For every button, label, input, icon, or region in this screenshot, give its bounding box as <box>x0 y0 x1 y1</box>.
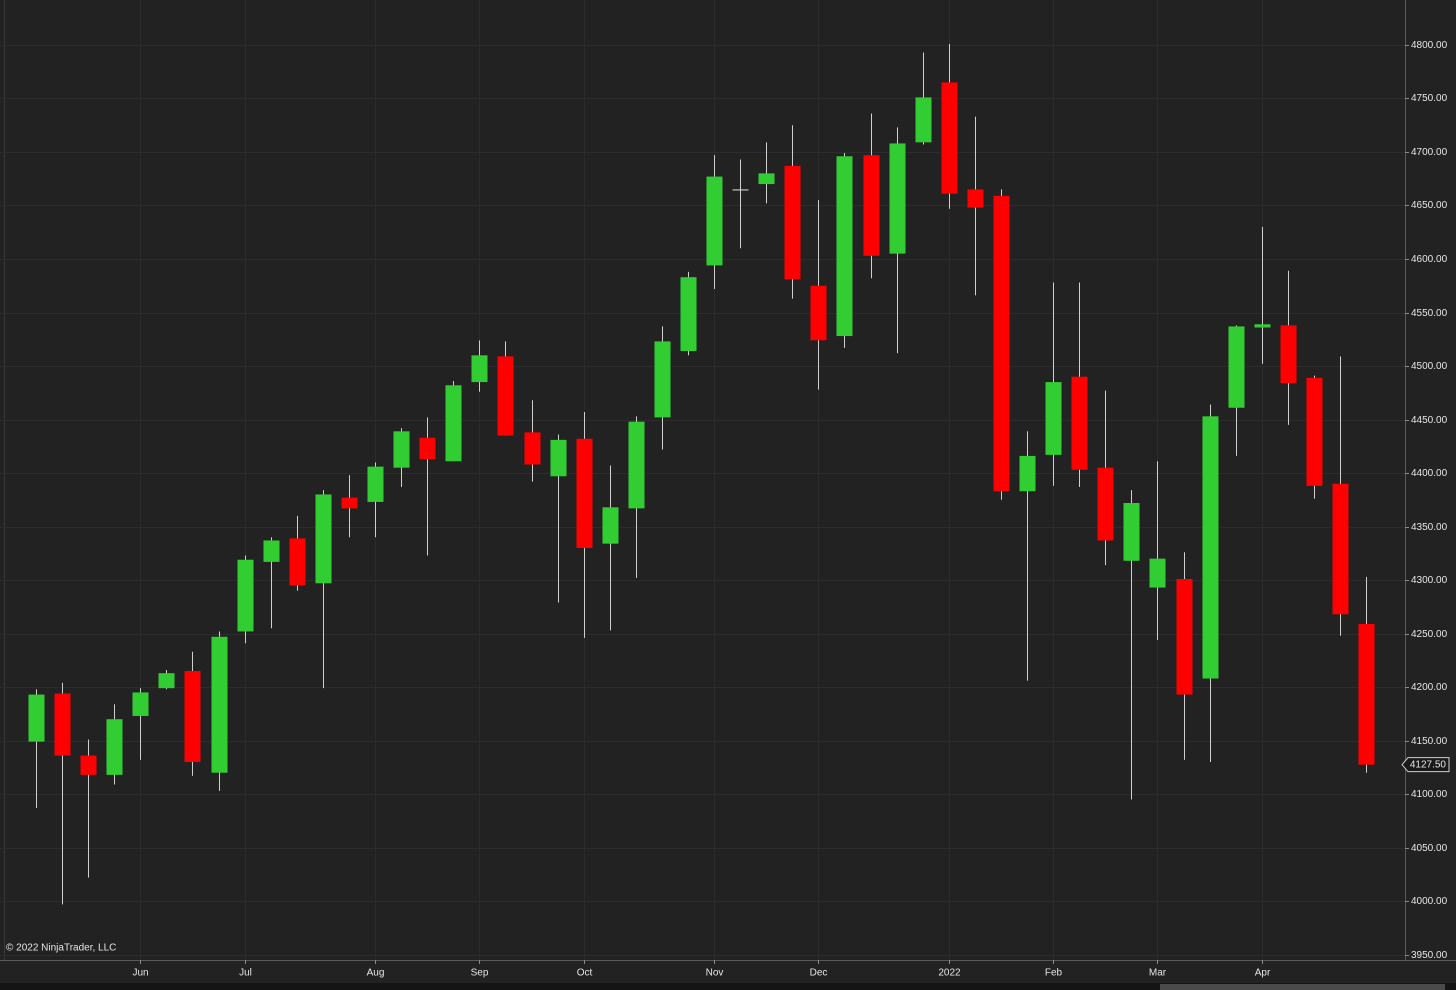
y-tick-label: 4000.00 <box>1411 896 1448 907</box>
candle-body <box>367 466 384 502</box>
x-tick-label: Nov <box>706 968 724 979</box>
y-tick-label: 4400.00 <box>1411 468 1448 479</box>
candle-body <box>1149 558 1166 588</box>
candle-body <box>732 189 749 191</box>
candle-body <box>836 156 853 337</box>
candle-body <box>341 497 358 509</box>
candle-body <box>237 559 254 632</box>
candle-body <box>784 165 801 280</box>
y-tick-label: 4500.00 <box>1411 361 1448 372</box>
candle-body <box>1332 483 1349 615</box>
candle-body <box>263 540 280 562</box>
x-tick-label: Jul <box>239 968 252 979</box>
x-tick-label: Apr <box>1255 968 1271 979</box>
candle-body <box>1358 623 1375 765</box>
candle-body <box>1228 326 1245 408</box>
candle-body <box>28 694 45 742</box>
candle-body <box>497 356 514 436</box>
x-tick-label: Sep <box>471 968 489 979</box>
candle-body <box>132 692 149 716</box>
candle-body <box>758 173 775 185</box>
candle-body <box>602 507 619 544</box>
last-price-marker <box>1401 757 1450 773</box>
candle-body <box>576 438 593 548</box>
candle-body <box>628 421 645 509</box>
y-tick-label: 4800.00 <box>1411 40 1448 51</box>
candle-body <box>393 431 410 468</box>
candle-body <box>524 432 541 465</box>
y-tick-label: 3950.00 <box>1411 950 1448 961</box>
y-tick-label: 4200.00 <box>1411 682 1448 693</box>
candle-body <box>967 189 984 208</box>
x-tick-label: Oct <box>577 968 593 979</box>
candle-body <box>211 636 228 773</box>
y-tick-label: 4100.00 <box>1411 789 1448 800</box>
candle-body <box>810 285 827 341</box>
candle-body <box>1071 376 1088 470</box>
candle-body <box>1123 503 1140 561</box>
candle-body <box>863 155 880 256</box>
candle-body <box>1019 455 1036 492</box>
x-tick-label: Feb <box>1045 968 1063 979</box>
candle-body <box>1202 416 1219 679</box>
y-tick-label: 4250.00 <box>1411 629 1448 640</box>
x-tick-label: Jun <box>132 968 148 979</box>
candle-body <box>419 437 436 460</box>
candle-body <box>654 341 671 418</box>
y-tick-label: 4650.00 <box>1411 200 1448 211</box>
candle-body <box>550 439 567 477</box>
candle-body <box>315 494 332 584</box>
y-tick-label: 4450.00 <box>1411 415 1448 426</box>
y-tick-label: 4600.00 <box>1411 254 1448 265</box>
y-tick-label: 4700.00 <box>1411 147 1448 158</box>
copyright: © 2022 NinjaTrader, LLC <box>6 943 116 954</box>
candle-body <box>1097 467 1114 541</box>
candle-body <box>680 277 697 352</box>
candle-body <box>1176 578 1193 695</box>
y-tick-label: 4300.00 <box>1411 575 1448 586</box>
candle-body <box>993 195 1010 492</box>
candle-body <box>80 755 97 775</box>
candle-body <box>1306 377 1323 486</box>
candle-body <box>106 719 123 775</box>
scrollbar-track[interactable] <box>0 983 1456 990</box>
candle-body <box>184 671 201 763</box>
candle-body <box>1045 382 1062 455</box>
candle-body <box>445 385 462 462</box>
y-tick-label: 4150.00 <box>1411 736 1448 747</box>
candle-body <box>889 143 906 254</box>
x-tick-label: 2022 <box>938 968 961 979</box>
last-price-label: 4127.50 <box>1410 759 1447 770</box>
x-tick-label: Mar <box>1149 968 1167 979</box>
scrollbar-thumb[interactable] <box>1160 984 1445 990</box>
candle-body <box>1280 325 1297 384</box>
candle-body <box>54 693 71 756</box>
candle-body <box>941 82 958 194</box>
y-tick-label: 4350.00 <box>1411 522 1448 533</box>
y-tick-label: 4750.00 <box>1411 93 1448 104</box>
candle-body <box>915 97 932 143</box>
candle-body <box>158 673 175 689</box>
y-tick-label: 4050.00 <box>1411 843 1448 854</box>
grid <box>0 0 1405 960</box>
candle-body <box>1254 324 1271 328</box>
candle-body <box>706 176 723 266</box>
candle-body <box>471 355 488 383</box>
x-tick-label: Aug <box>367 968 385 979</box>
x-tick-label: Dec <box>810 968 828 979</box>
candle-body <box>289 538 306 586</box>
y-tick-label: 4550.00 <box>1411 308 1448 319</box>
